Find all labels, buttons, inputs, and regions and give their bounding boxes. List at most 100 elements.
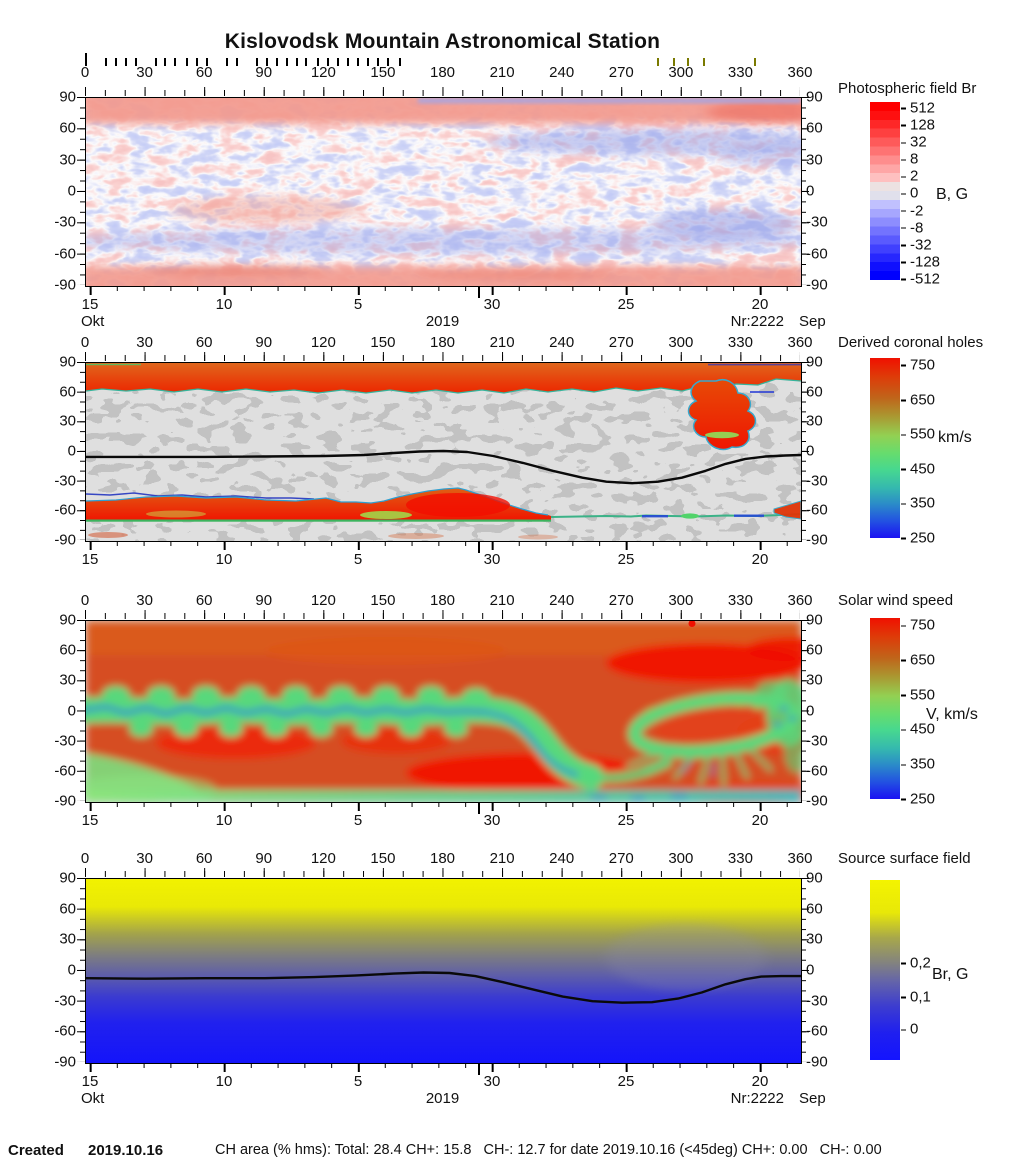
axis-label: 330	[727, 592, 753, 609]
lat-minor-ticks-left-panel4	[80, 878, 85, 1062]
photospheric-field-map	[85, 97, 802, 287]
lat-axis-left-panel2: 90 60 30 0 -30 -60 -90	[28, 354, 76, 549]
axis-label: 180	[429, 334, 456, 351]
axis-label: -90	[54, 792, 76, 810]
month-boundary-tick-panel1	[478, 286, 480, 298]
year-label: 2019	[425, 1090, 460, 1107]
axis-label: 5	[354, 803, 362, 829]
axis-label: 330	[727, 850, 753, 867]
axis-label: 90	[255, 850, 273, 867]
axis-label: 450	[901, 460, 935, 477]
black-observation-tick	[285, 58, 288, 66]
axis-label: 210	[489, 850, 515, 867]
axis-label: 20	[752, 1064, 768, 1090]
olive-observation-tick	[702, 58, 705, 66]
axis-label: 270	[608, 850, 634, 867]
black-observation-tick	[186, 58, 189, 66]
axis-label: 300	[668, 64, 694, 81]
lat-minor-ticks-right-panel2	[801, 362, 806, 540]
month-year-row-panel1: Okt 2019 Nr:2222 Sep	[81, 313, 826, 331]
axis-label: 0	[901, 1021, 918, 1038]
axis-label: 60	[195, 334, 213, 351]
olive-observation-tick	[672, 58, 675, 66]
month-boundary-tick-panel3	[478, 802, 480, 814]
axis-label: 120	[310, 334, 336, 351]
axis-label: 30	[59, 671, 76, 689]
black-observation-tick	[337, 58, 340, 66]
axis-label: 30	[806, 151, 823, 169]
created-date: 2019.10.16	[88, 1142, 164, 1159]
axis-label: -30	[806, 992, 828, 1010]
axis-label: 210	[489, 592, 515, 609]
date-axis-panel1: 15 10 5 30 25 20	[82, 287, 800, 313]
axis-label: -30	[806, 472, 828, 490]
date-axis-panel4: 15 10 5 30 25 20	[82, 1064, 800, 1090]
axis-label: 0	[806, 702, 815, 719]
axis-label: -60	[806, 245, 828, 263]
axis-label: 240	[549, 592, 575, 609]
axis-label: 150	[370, 592, 396, 609]
month-right-label: Sep	[799, 1090, 826, 1107]
axis-label: 150	[370, 64, 396, 81]
created-label: Created	[8, 1142, 64, 1159]
axis-label: 60	[806, 900, 823, 918]
axis-label: -128	[901, 253, 940, 270]
axis-label: 360	[787, 334, 813, 351]
black-observation-tick	[235, 58, 238, 66]
footer: Created 2019.10.16 CH area (% hms): Tota…	[0, 1142, 1020, 1166]
lat-minor-ticks-left-panel1	[80, 97, 85, 285]
axis-label: 20	[752, 803, 768, 829]
coronal-holes-map	[85, 362, 802, 542]
colorbar-labels-wind-speed: 750 650 550 450 350 250	[901, 617, 971, 808]
axis-label: 0	[901, 185, 918, 202]
black-observation-tick	[104, 58, 107, 66]
axis-label: 0	[67, 442, 76, 460]
axis-label: 270	[608, 334, 634, 351]
axis-label: 360	[787, 850, 813, 867]
axis-label: 0	[67, 182, 76, 200]
axis-label: 330	[727, 64, 753, 81]
axis-label: 240	[549, 850, 575, 867]
lat-minor-ticks-left-panel2	[80, 362, 85, 540]
lat-axis-right-panel2: 90 60 30 0 -30 -60 -90	[806, 354, 854, 549]
axis-label: 0,1	[901, 989, 931, 1006]
axis-label: 0	[80, 64, 90, 81]
axis-label: 2	[901, 168, 918, 185]
axis-label: 30	[136, 334, 153, 351]
axis-label: -90	[54, 531, 76, 549]
axis-label: -60	[54, 245, 76, 263]
source-surface-field-map	[85, 878, 802, 1064]
axis-label: 90	[59, 88, 76, 106]
axis-label: 550	[901, 426, 935, 443]
month-year-row-panel4: Okt 2019 Nr:2222 Sep	[81, 1090, 826, 1108]
axis-label: -60	[806, 1022, 828, 1040]
axis-label: 30	[59, 930, 76, 948]
axis-label: -30	[54, 472, 76, 490]
black-observation-tick	[85, 53, 87, 66]
axis-label: 120	[310, 64, 336, 81]
axis-label: 360	[787, 64, 813, 81]
date-minor-ticks-panel1	[85, 286, 800, 291]
axis-label: 25	[618, 1064, 634, 1090]
axis-label: 0	[806, 961, 815, 979]
axis-label: 10	[216, 1064, 232, 1090]
date-axis-panel2: 15 10 5 30 25 20	[82, 542, 800, 568]
axis-label: 30	[136, 850, 153, 867]
black-observation-tick	[196, 58, 199, 66]
axis-label: 20	[752, 287, 768, 313]
axis-label: -90	[806, 531, 828, 549]
axis-label: 90	[806, 869, 823, 887]
black-observation-tick	[124, 58, 127, 66]
axis-label: 350	[901, 756, 935, 773]
axis-label: 60	[806, 641, 823, 659]
axis-label: -8	[901, 219, 923, 236]
axis-label: 650	[901, 391, 935, 408]
axis-label: 60	[59, 119, 76, 137]
colorbar-labels-photospheric: 512 128 32 8 2 0 -2 -8 -32 -128 -512	[901, 100, 971, 288]
axis-label: -90	[54, 1053, 76, 1071]
axis-label: 0	[80, 334, 90, 351]
axis-label: 512	[901, 100, 935, 117]
axis-label: 60	[195, 64, 213, 81]
axis-label: 0	[67, 702, 76, 719]
olive-observation-tick	[686, 58, 689, 66]
